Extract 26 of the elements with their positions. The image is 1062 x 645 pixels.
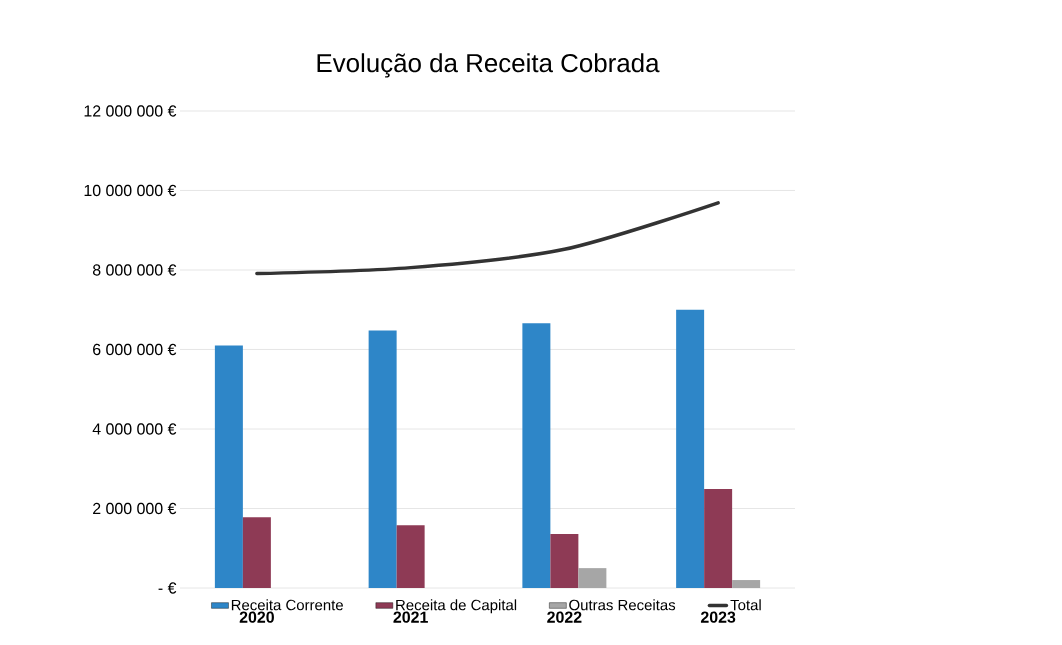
bar: [368, 330, 397, 588]
bar: [704, 489, 733, 588]
x-tick-label: 2021: [393, 611, 428, 623]
y-tick-label: 12 000 000 €: [84, 105, 177, 117]
y-tick-label: 2 000 000 €: [93, 502, 177, 515]
bar: [550, 533, 579, 588]
x-tick-label: 2023: [700, 611, 736, 623]
legend-label: Outras Receitas: [569, 599, 676, 611]
y-tick-label: 8 000 000 €: [92, 264, 177, 276]
bar: [732, 580, 761, 588]
y-tick-label: 4 000 000 €: [92, 423, 177, 435]
bar: [676, 309, 705, 588]
y-tick-label: 10 000 000 €: [84, 184, 177, 197]
legend-label: Receita Corrente: [231, 599, 343, 611]
line-series: [255, 201, 720, 276]
bar: [214, 345, 243, 588]
bar: [242, 517, 271, 588]
x-tick-label: 2020: [239, 611, 274, 623]
chart-title: Evolução da Receita Cobrada: [317, 53, 660, 78]
y-tick-label: 6 000 000 €: [93, 343, 177, 356]
bar: [396, 525, 425, 588]
bar: [522, 323, 551, 588]
bar: [578, 568, 607, 588]
y-tick-label: - €: [158, 582, 177, 594]
legend-label: Total: [730, 599, 761, 611]
x-tick-label: 2022: [547, 611, 582, 623]
